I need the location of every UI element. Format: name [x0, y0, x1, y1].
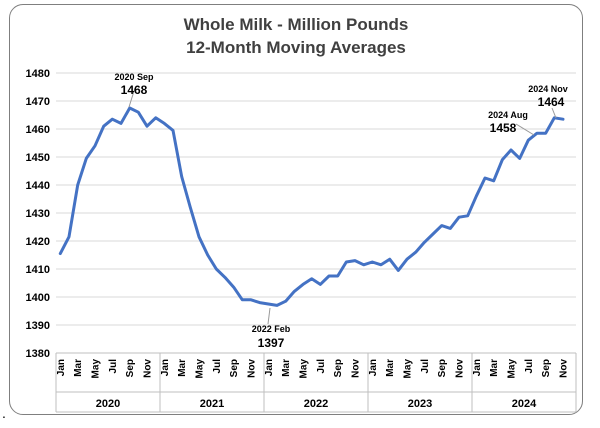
x-tick-label: Nov — [455, 359, 466, 378]
trailing-period: . — [2, 405, 6, 421]
x-tick-label: Mar — [489, 359, 500, 377]
y-tick-label: 1400 — [26, 292, 50, 304]
annotation-value-2020-sep: 1468 — [121, 83, 148, 97]
year-label: 2022 — [304, 398, 328, 410]
y-tick-label: 1390 — [26, 320, 50, 332]
x-tick-label: Jan — [160, 359, 171, 376]
year-label: 2024 — [512, 398, 537, 410]
y-tick-label: 1470 — [26, 96, 50, 108]
x-tick-label: Sep — [125, 359, 136, 377]
x-tick-label: Mar — [281, 359, 292, 377]
x-tick-label: Jul — [108, 359, 119, 374]
annotation-leader-2024-nov — [551, 107, 557, 119]
y-tick-label: 1440 — [26, 180, 50, 192]
x-tick-label: May — [195, 359, 206, 379]
y-tick-label: 1480 — [26, 68, 50, 80]
chart-title-line1: Whole Milk - Million Pounds — [184, 15, 409, 34]
y-tick-label: 1450 — [26, 152, 50, 164]
chart-title-line2: 12-Month Moving Averages — [186, 38, 406, 57]
x-tick-label: May — [403, 359, 414, 379]
x-tick-label: Jan — [368, 359, 379, 376]
x-tick-label: Sep — [437, 359, 448, 377]
x-tick-label: May — [91, 359, 102, 379]
x-tick-label: Nov — [143, 359, 154, 378]
series-path — [58, 106, 565, 307]
annotation-leader-2022-feb — [267, 307, 271, 325]
annotation-value-2024-nov: 1464 — [538, 95, 565, 109]
y-tick-label: 1410 — [26, 264, 50, 276]
y-tick-label: 1420 — [26, 236, 50, 248]
x-tick-label: Sep — [333, 359, 344, 377]
x-tick-label: Jan — [56, 359, 67, 376]
y-tick-label: 1430 — [26, 208, 50, 220]
annotation-value-2024-aug: 1458 — [490, 121, 517, 135]
x-tick-label: Jul — [212, 359, 223, 374]
annotation-label-2020-sep: 2020 Sep — [114, 72, 154, 82]
x-tick-label: May — [299, 359, 310, 379]
x-tick-label: Mar — [177, 359, 188, 377]
annotation-leader-2024-aug — [515, 123, 535, 136]
x-tick-label: Mar — [73, 359, 84, 377]
annotation-label-2024-aug: 2024 Aug — [488, 110, 528, 120]
x-tick-label: Nov — [247, 359, 258, 378]
annotation-label-2024-nov: 2024 Nov — [528, 84, 568, 94]
x-tick-label: Jan — [472, 359, 483, 376]
series-line — [58, 106, 565, 307]
annotation-value-2022-feb: 1397 — [258, 336, 285, 350]
x-tick-label: Jul — [420, 359, 431, 374]
annotation-label-2022-feb: 2022 Feb — [252, 324, 291, 334]
x-axis: 2020 Jan Mar May Jul Sep Nov 2021 Jan Mar May Jul Se… — [55, 352, 577, 413]
y-axis: 1380 1390 1400 1410 1420 1430 1440 1450 1460 1470… — [26, 68, 50, 360]
x-tick-label: Jul — [316, 359, 327, 374]
x-tick-label: Sep — [541, 359, 552, 377]
year-label: 2020 — [96, 398, 120, 410]
x-tick-label: Mar — [385, 359, 396, 377]
annotations: 2020 Sep 1468 2022 Feb 1397 2024 Aug 145… — [114, 72, 567, 350]
year-label: 2021 — [200, 398, 224, 410]
y-tick-label: 1380 — [26, 348, 50, 360]
x-tick-label: Nov — [559, 359, 570, 378]
x-tick-label: Jan — [264, 359, 275, 376]
year-label: 2023 — [408, 398, 432, 410]
y-tick-label: 1460 — [26, 124, 50, 136]
annotation-leader-2020-sep — [128, 87, 136, 108]
x-tick-label: May — [507, 359, 518, 379]
x-tick-label: Nov — [351, 359, 362, 378]
x-tick-label: Sep — [229, 359, 240, 377]
x-tick-label: Jul — [524, 359, 535, 374]
